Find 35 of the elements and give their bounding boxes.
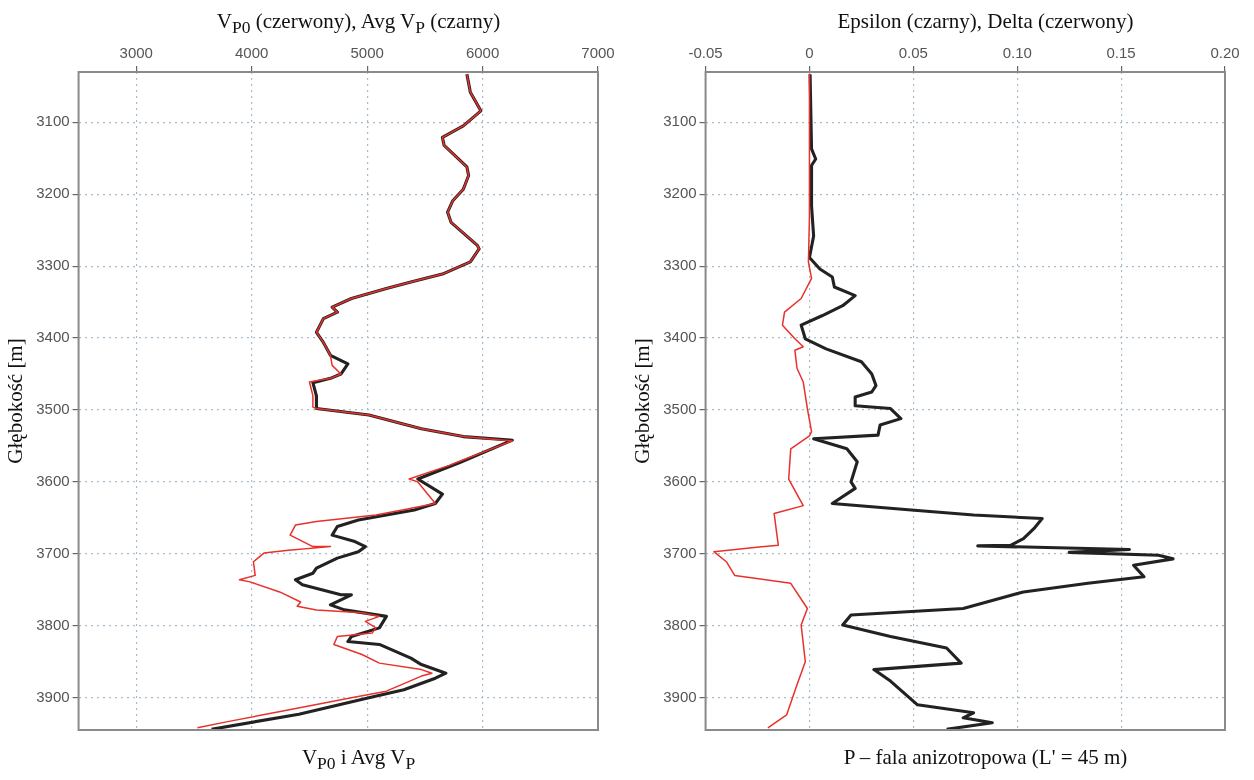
x-tick-label: -0.05: [688, 44, 723, 62]
y-tick-label: 3400: [36, 328, 70, 346]
x-tick-label: 0.15: [1106, 44, 1136, 62]
x-tick-label: 0.20: [1210, 44, 1240, 62]
y-tick-label: 3200: [663, 184, 697, 202]
y-tick-label: 3900: [36, 687, 70, 705]
chart-title: V$_{P0}$ (czerwony), Avg V$_{P}$ (czarny): [215, 8, 502, 38]
y-tick-label: 3800: [663, 615, 697, 633]
y-tick-label: 3600: [663, 472, 697, 490]
x-tick-label: 0.10: [1002, 44, 1032, 62]
y-tick-label: 3300: [36, 256, 70, 274]
x-tick-label: 5000: [350, 44, 384, 62]
x-axis-title: V$_{P0}$ i Avg V$_{P}$: [300, 744, 417, 776]
y-tick-label: 3400: [663, 328, 697, 346]
y-axis-title: Głębokość [m]: [630, 338, 655, 464]
y-tick-label: 3900: [663, 687, 697, 705]
x-tick-label: 0: [805, 44, 814, 62]
x-tick-label: 7000: [581, 44, 615, 62]
y-tick-label: 3100: [36, 112, 70, 130]
x-tick-label: 6000: [465, 44, 500, 62]
y-tick-label: 3700: [36, 543, 70, 561]
x-tick-label: 0.05: [898, 44, 928, 62]
y-tick-label: 3500: [36, 400, 70, 418]
y-tick-label: 3800: [36, 615, 70, 633]
x-tick-label: 3000: [119, 44, 153, 62]
y-tick-label: 3500: [663, 400, 697, 418]
chart-title: Epsilon (czarny), Delta (czerwony): [836, 8, 1135, 35]
y-tick-label: 3600: [36, 472, 70, 490]
y-tick-label: 3200: [36, 184, 70, 202]
y-axis-title: Głębokość [m]: [3, 338, 28, 464]
x-axis-title: P – fala anizotropowa (L' = 45 m): [842, 744, 1129, 771]
x-tick-label: 4000: [235, 44, 269, 62]
y-tick-label: 3300: [663, 256, 697, 274]
y-tick-label: 3100: [663, 112, 697, 130]
y-tick-label: 3700: [663, 543, 697, 561]
